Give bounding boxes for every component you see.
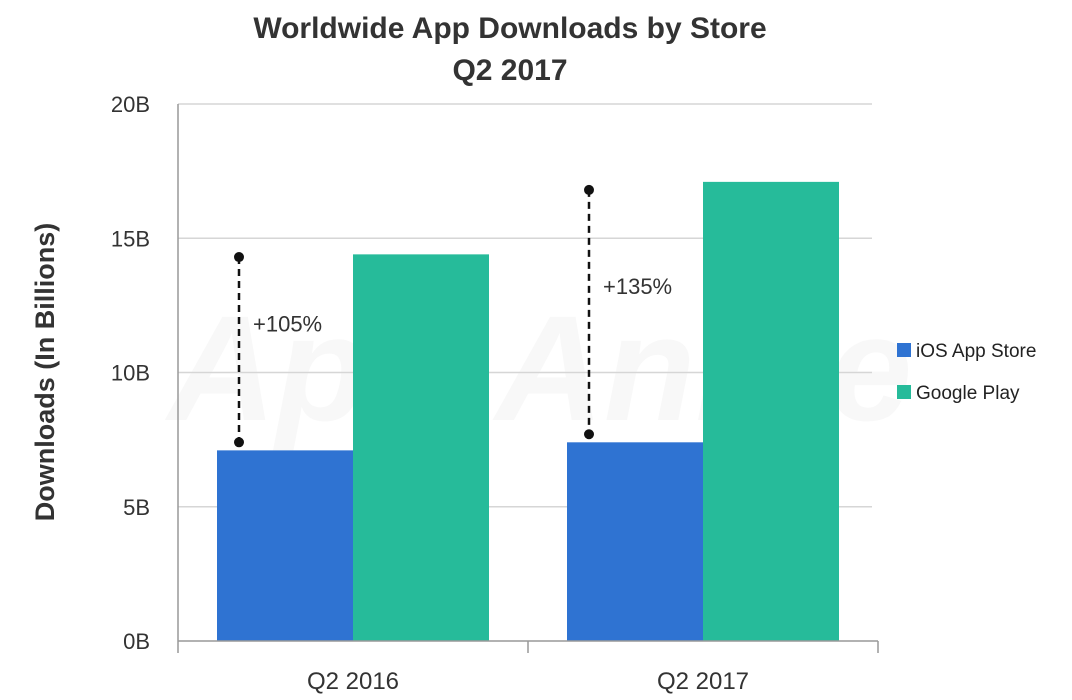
growth-endpoint: [584, 429, 594, 440]
y-tick-label: 0B: [123, 629, 150, 654]
bar-ios-app-store: [567, 442, 703, 641]
growth-label: +135%: [603, 274, 672, 299]
legend-label: iOS App Store: [916, 341, 1036, 362]
legend-swatch: [897, 343, 911, 357]
bar-ios-app-store: [217, 450, 353, 641]
growth-label: +105%: [253, 312, 322, 337]
chart-subtitle: Q2 2017: [452, 54, 567, 87]
growth-endpoint: [584, 184, 594, 195]
x-tick-label: Q2 2017: [657, 668, 749, 695]
growth-endpoint: [234, 252, 244, 263]
growth-endpoint: [234, 437, 244, 448]
bar-google-play: [703, 181, 839, 642]
y-tick-label: 5B: [123, 495, 150, 520]
y-tick-label: 15B: [111, 226, 150, 251]
legend-swatch: [897, 385, 911, 399]
y-tick-label: 10B: [111, 361, 150, 386]
bar-google-play: [353, 254, 489, 642]
legend-label: Google Play: [916, 383, 1020, 404]
x-tick-label: Q2 2016: [307, 668, 399, 695]
y-tick-label: 20B: [111, 92, 150, 117]
chart-title: Worldwide App Downloads by Store: [253, 12, 766, 45]
y-axis-label: Downloads (In Billions): [30, 223, 60, 522]
